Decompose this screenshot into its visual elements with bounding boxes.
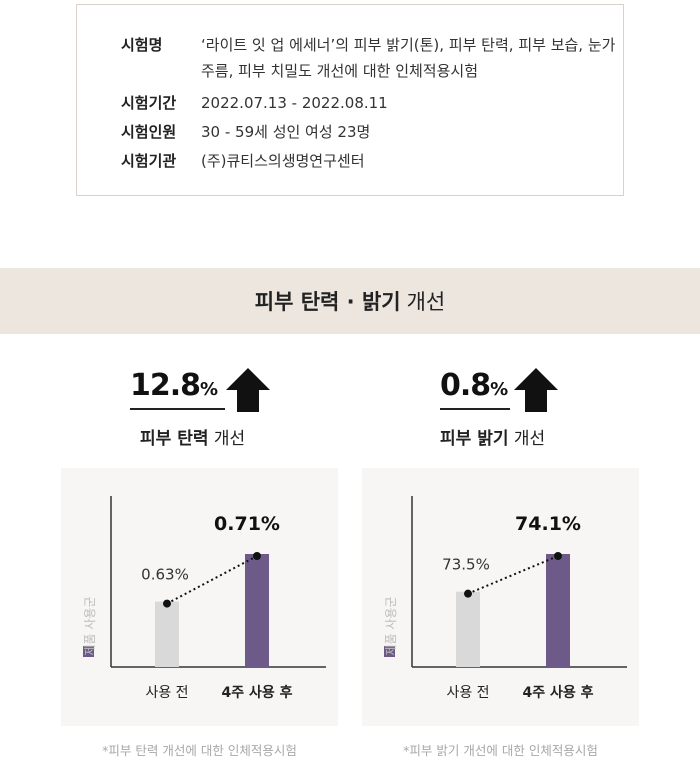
section-banner: 피부 탄력 · 밝기 개선	[0, 268, 700, 334]
stat-label: 피부 탄력 개선	[140, 424, 245, 449]
footnote-brightness: *피부 밝기 개선에 대한 인체적용시험	[403, 743, 598, 758]
x-tick-label: 4주 사용 후	[522, 685, 593, 701]
info-row-test-subjects: 시험인원 30 - 59세 성인 여성 23명	[121, 122, 621, 142]
stat-value: 12.8%	[130, 368, 218, 403]
stat-unit: %	[490, 379, 508, 400]
data-label: 0.71%	[214, 513, 280, 535]
legend-swatch	[384, 646, 395, 657]
info-value: 2022.07.13 - 2022.08.11	[201, 94, 388, 112]
arrow-up-icon	[514, 368, 558, 412]
bar	[245, 554, 269, 667]
data-point	[163, 599, 171, 608]
bar	[155, 601, 179, 667]
stat-brightness: 0.8% 피부 밝기 개선	[440, 368, 640, 449]
data-label: 73.5%	[442, 556, 490, 574]
x-tick-label: 사용 전	[446, 685, 489, 701]
bar	[546, 554, 570, 667]
stat-number: 12.8	[130, 368, 201, 403]
info-label: 시험기관	[121, 152, 177, 170]
legend-label: 제품 사용군	[384, 596, 398, 655]
stat-label-bold: 피부 탄력	[140, 429, 209, 449]
stat-label-normal: 개선	[513, 429, 546, 449]
info-row-test-period: 시험기간 2022.07.13 - 2022.08.11	[121, 93, 621, 113]
legend-label: 제품 사용군	[83, 596, 97, 655]
stat-label-bold: 피부 밝기	[440, 429, 509, 449]
stat-underline	[130, 408, 225, 410]
stat-label-normal: 개선	[213, 429, 246, 449]
stat-underline	[440, 408, 510, 410]
stat-label: 피부 밝기 개선	[440, 424, 545, 449]
footnote-elasticity: *피부 탄력 개선에 대한 인체적용시험	[102, 743, 297, 758]
trend-line	[467, 555, 559, 595]
info-value: ‘라이트 잇 업 에세너’의 피부 밝기(톤), 피부 탄력, 피부 보습, 눈…	[201, 36, 616, 80]
data-point	[464, 589, 472, 598]
info-label: 시험명	[121, 36, 163, 54]
data-label: 74.1%	[515, 513, 581, 535]
info-value: 30 - 59세 성인 여성 23명	[201, 123, 371, 141]
banner-title-normal: 개선	[406, 290, 446, 314]
stat-number: 0.8	[440, 368, 491, 403]
banner-title-bold: 피부 탄력 · 밝기	[254, 290, 401, 314]
data-point	[253, 552, 261, 560]
arrow-up-icon	[226, 368, 270, 412]
info-row-test-institution: 시험기관 (주)큐티스의생명연구센터	[121, 151, 621, 171]
test-info-box: 시험명 ‘라이트 잇 업 에세너’의 피부 밝기(톤), 피부 탄력, 피부 보…	[76, 4, 624, 196]
info-label: 시험기간	[121, 94, 177, 112]
trend-line	[166, 555, 258, 605]
info-row-test-name: 시험명 ‘라이트 잇 업 에세너’의 피부 밝기(톤), 피부 탄력, 피부 보…	[121, 35, 621, 84]
x-tick-label: 4주 사용 후	[221, 685, 292, 701]
data-label: 0.63%	[141, 566, 189, 584]
x-tick-label: 사용 전	[145, 685, 188, 701]
info-label: 시험인원	[121, 123, 177, 141]
stat-unit: %	[200, 379, 218, 400]
info-value: (주)큐티스의생명연구센터	[201, 152, 365, 170]
stat-elasticity: 12.8% 피부 탄력 개선	[130, 368, 330, 449]
legend-swatch	[83, 646, 94, 657]
bar	[456, 591, 480, 667]
stat-value: 0.8%	[440, 368, 508, 403]
data-point	[554, 552, 562, 560]
